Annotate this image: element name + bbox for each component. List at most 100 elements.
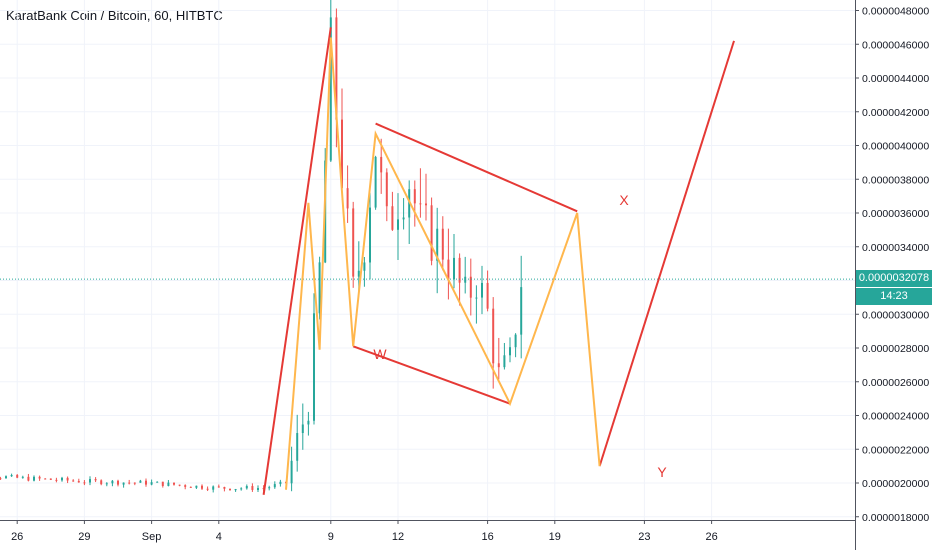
- candle-body: [156, 481, 159, 483]
- candle-body: [77, 481, 80, 483]
- wave-label-x: X: [619, 192, 629, 208]
- candle-body: [257, 488, 259, 490]
- x-tick-label: 19: [549, 531, 561, 543]
- candle-body: [464, 276, 467, 283]
- y-tick-label: 0.0000042000: [862, 107, 929, 119]
- trend-line[interactable]: [375, 122, 578, 213]
- candle-body: [380, 156, 383, 173]
- candle-body: [27, 476, 30, 481]
- candle-body: [313, 313, 315, 421]
- candle-body: [363, 262, 366, 271]
- candle-body: [150, 482, 153, 485]
- x-tick-label: 9: [328, 531, 334, 543]
- candle-body: [212, 486, 215, 490]
- candle-body: [94, 479, 97, 481]
- candle-body: [240, 488, 243, 490]
- candle-body: [509, 347, 511, 356]
- candle-body: [318, 262, 321, 314]
- candle-body: [402, 217, 405, 220]
- candle-body: [217, 486, 220, 488]
- zigzag-pattern[interactable]: [285, 37, 601, 490]
- candle-body: [105, 483, 108, 485]
- y-tick-label: 0.0000030000: [862, 309, 929, 321]
- candle-body: [201, 485, 203, 489]
- candle-body: [413, 189, 416, 204]
- x-tick-label: 23: [638, 531, 650, 543]
- wave-label-y: Y: [657, 464, 667, 480]
- wave-label-w: W: [373, 346, 387, 362]
- candle-body: [16, 475, 19, 478]
- y-tick-label: 0.0000036000: [862, 208, 929, 220]
- candle-body: [391, 206, 394, 230]
- candle-body: [117, 480, 119, 485]
- candle-body: [55, 479, 58, 481]
- candles: [0, 0, 523, 493]
- candle-body: [195, 485, 198, 488]
- last-price-badge: 0.0000032078: [856, 270, 932, 288]
- grid: [0, 0, 855, 520]
- y-tick-label: 0.0000046000: [862, 39, 929, 51]
- candle-body: [296, 433, 299, 461]
- candle-body: [447, 259, 450, 280]
- candle-body: [5, 476, 7, 479]
- candle-body: [441, 228, 444, 260]
- candle-body: [100, 480, 103, 485]
- candle-body: [61, 477, 63, 481]
- candle-body: [469, 276, 472, 298]
- candle-body: [453, 257, 455, 280]
- trend-line[interactable]: [598, 40, 735, 467]
- chart-title: KaratBank Coin / Bitcoin, 60, HITBTC: [6, 8, 223, 23]
- x-tick-label: 26: [705, 531, 717, 543]
- candle-body: [167, 482, 170, 486]
- y-tick-label: 0.0000044000: [862, 73, 929, 85]
- candle-body: [133, 482, 136, 484]
- candle-body: [229, 488, 231, 491]
- candle-body: [497, 363, 500, 368]
- candle-body: [145, 480, 147, 485]
- drawings[interactable]: W X Y: [262, 27, 735, 495]
- candle-body: [10, 475, 13, 477]
- candle-body: [184, 485, 187, 487]
- candle-body: [329, 17, 332, 161]
- candle-body: [436, 228, 439, 261]
- candle-body: [430, 205, 433, 261]
- y-tick-label: 0.0000034000: [862, 242, 929, 254]
- candle-body: [72, 480, 75, 482]
- trend-line[interactable]: [352, 345, 511, 405]
- candle-body: [279, 481, 282, 485]
- candle-body: [301, 424, 304, 434]
- x-tick-label: 29: [78, 531, 90, 543]
- candle-body: [514, 334, 517, 348]
- candle-body: [161, 481, 164, 486]
- candle-body: [128, 482, 131, 484]
- y-tick-label: 0.0000038000: [862, 174, 929, 186]
- x-tick-label: 4: [216, 531, 222, 543]
- candle-body: [33, 476, 35, 481]
- candle-body: [206, 488, 209, 490]
- candle-body: [178, 484, 181, 486]
- candle-body: [0, 478, 2, 480]
- x-tick-label: Sep: [142, 531, 162, 543]
- candle-body: [374, 156, 377, 208]
- candle-body: [245, 486, 248, 489]
- y-tick-label: 0.0000026000: [862, 377, 929, 389]
- trend-line[interactable]: [262, 27, 332, 495]
- candle-body: [425, 203, 427, 206]
- y-tick-label: 0.0000020000: [862, 478, 929, 490]
- candle-body: [251, 486, 254, 490]
- candle-body: [89, 479, 91, 483]
- candle-body: [419, 203, 422, 205]
- candle-body: [139, 480, 142, 483]
- candle-body: [307, 420, 310, 425]
- y-tick-label: 0.0000018000: [862, 512, 929, 524]
- candle-body: [458, 257, 461, 283]
- candle-body: [44, 478, 47, 480]
- x-tick-label: 26: [11, 531, 23, 543]
- candle-body: [369, 207, 371, 263]
- y-tick-label: 0.0000048000: [862, 6, 929, 18]
- candle-body: [49, 478, 52, 480]
- candle-body: [397, 219, 399, 230]
- candle-body: [38, 476, 41, 479]
